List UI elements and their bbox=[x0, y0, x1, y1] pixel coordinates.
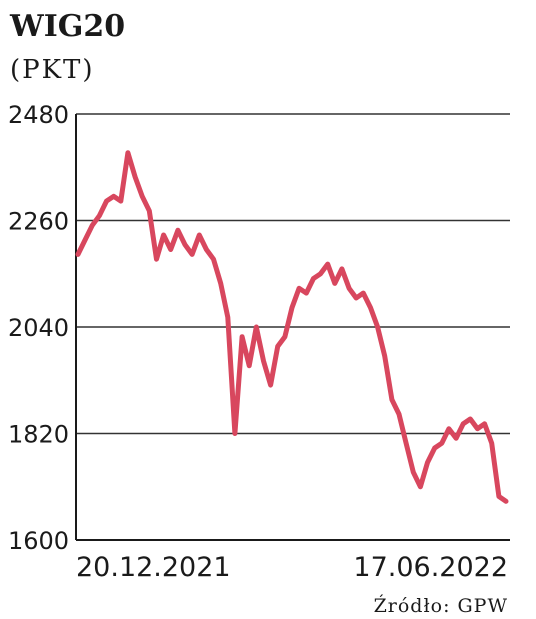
x-tick-label-end: 17.06.2022 bbox=[353, 552, 508, 583]
y-tick-label: 2260 bbox=[8, 208, 69, 236]
source-label: Źródło: GPW bbox=[374, 594, 508, 617]
y-tick-label: 1600 bbox=[8, 527, 69, 555]
x-tick-label-start: 20.12.2021 bbox=[76, 552, 231, 583]
y-axis-ticks: 1600 1820 2040 2260 2480 bbox=[8, 101, 69, 555]
y-tick-label: 1820 bbox=[8, 421, 69, 449]
gridlines bbox=[76, 113, 510, 435]
chart-title: WIG20 bbox=[9, 9, 125, 44]
y-tick-label: 2480 bbox=[8, 101, 69, 129]
chart-subtitle: (PKT) bbox=[10, 55, 95, 85]
wig20-series-line bbox=[75, 150, 509, 504]
y-tick-label: 2040 bbox=[8, 314, 69, 342]
